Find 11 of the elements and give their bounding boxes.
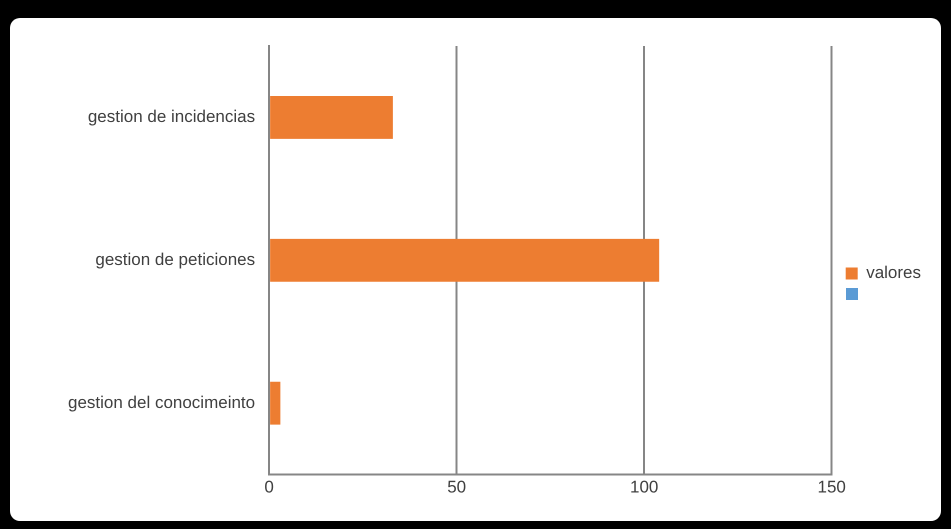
bar xyxy=(270,382,280,425)
bar xyxy=(270,238,660,282)
x-tick-label: 0 xyxy=(264,477,274,496)
y-tick-label: gestion de incidencias xyxy=(88,107,256,126)
x-tick-label: 150 xyxy=(818,477,846,496)
x-tick-label: 100 xyxy=(630,477,658,496)
legend-label: valores xyxy=(866,263,922,282)
y-tick-label: gestion de peticiones xyxy=(95,250,256,269)
bar xyxy=(270,96,393,139)
y-tick-label: gestion del conocimeinto xyxy=(68,392,256,412)
x-tick-label: 50 xyxy=(447,477,466,496)
